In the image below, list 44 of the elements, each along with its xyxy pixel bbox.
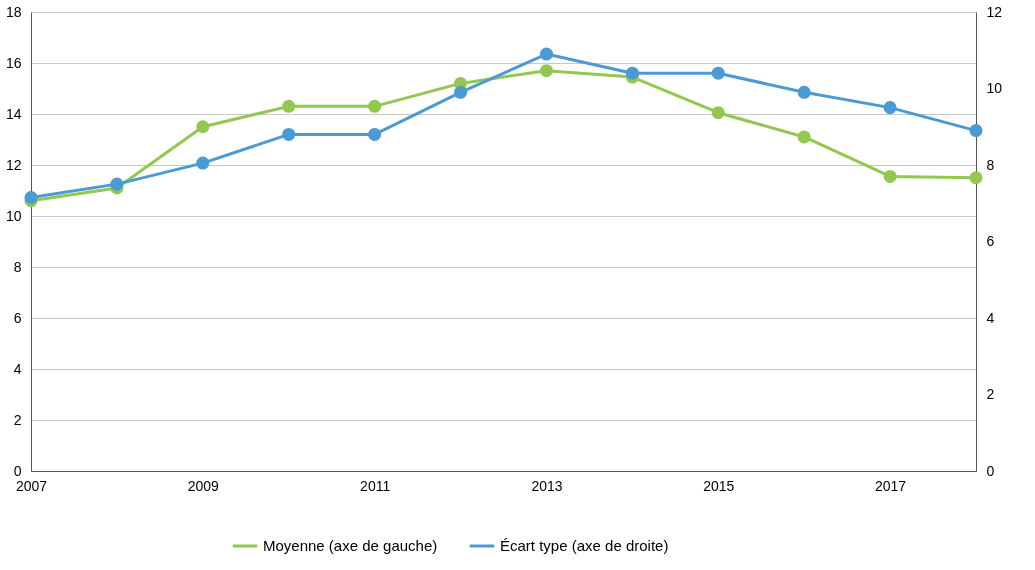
x-tick-label: 2009 [187,477,220,494]
y-tick-label: 10 [5,207,22,224]
x-tick-label: 2013 [531,477,563,494]
point [196,156,210,170]
x-tick-label: 2011 [360,477,391,494]
legend-label: Écart type (axe de droite) [500,537,669,554]
y2-tick-label: 6 [986,233,995,249]
x-tick-label: 2007 [15,477,48,494]
point [797,85,811,99]
point [969,124,983,138]
point [110,177,124,191]
point [539,47,553,61]
point [711,106,725,120]
y2-tick-label: 12 [986,3,1003,20]
y2-tick-label: 4 [986,309,995,326]
y-tick-label: 8 [13,258,22,275]
y-tick-label: 12 [5,156,22,173]
y2-tick-label: 2 [986,386,995,402]
point [797,130,811,144]
point [196,120,210,134]
point [883,169,897,183]
point [282,99,296,113]
x-tick-label: 2015 [703,477,735,494]
point [368,99,382,113]
y-tick-label: 2 [13,411,22,428]
legend-label: Moyenne (axe de gauche) [263,537,438,554]
y-tick-label: 4 [13,360,22,377]
point [368,127,382,141]
point [625,66,639,80]
point [539,64,553,78]
y-tick-label: 0 [13,462,22,479]
y2-tick-label: 0 [986,462,995,479]
point [883,101,897,115]
y-tick-label: 16 [5,54,22,71]
point [969,171,983,185]
point [282,127,296,141]
point [711,66,725,80]
y-tick-label: 18 [5,3,22,20]
y-tick-label: 14 [5,105,22,122]
point [454,85,468,99]
y2-tick-label: 10 [986,80,1003,96]
y2-tick-label: 8 [986,156,995,173]
y-tick-label: 6 [13,309,22,326]
x-tick-label: 2017 [875,477,907,494]
